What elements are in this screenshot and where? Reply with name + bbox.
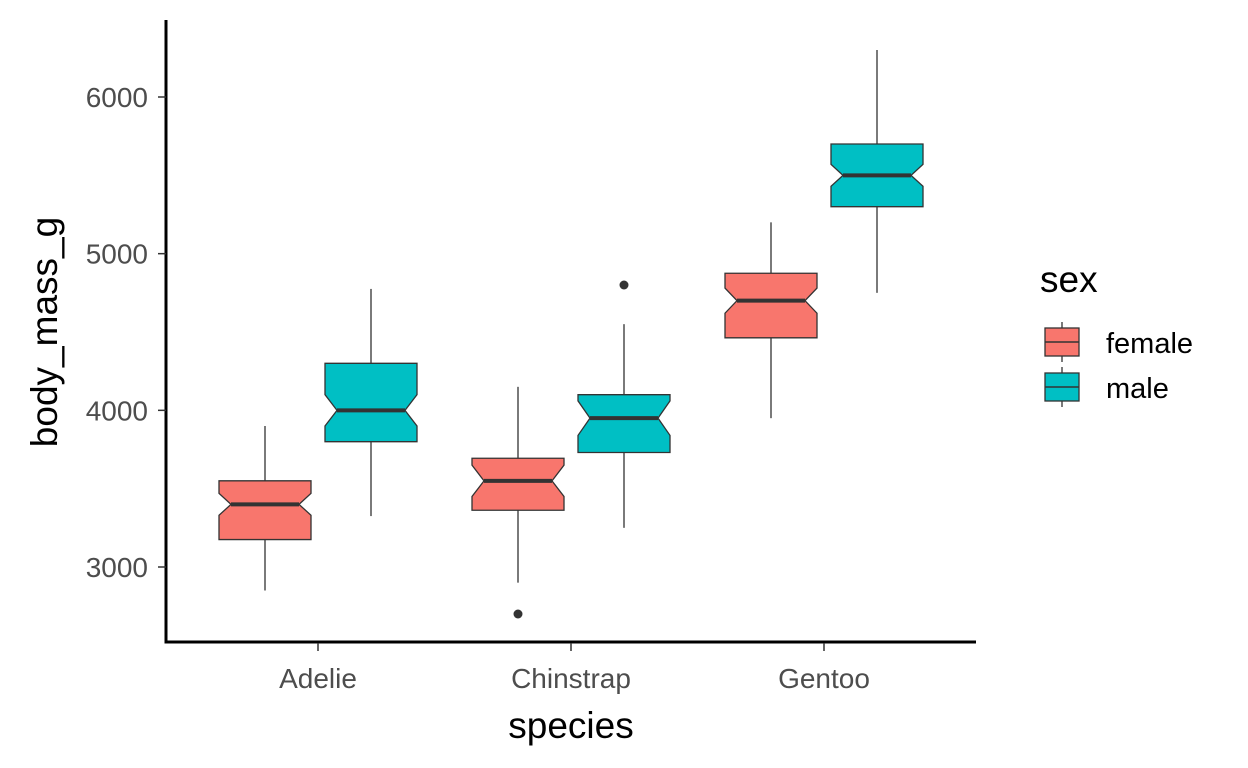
x-tick-label-adelie: Adelie [279, 663, 357, 694]
legend-item-female: female [1044, 322, 1193, 362]
outlier-chinstrap-female [513, 609, 523, 619]
box-gentoo-female [724, 272, 818, 339]
legend-label-female: female [1106, 328, 1193, 360]
axes: 3000 4000 5000 6000 Adelie Chinstrap Gentoo [86, 20, 976, 694]
y-tick-label-4000: 4000 [86, 395, 148, 426]
outlier-chinstrap-male [619, 280, 629, 290]
box-group-gentoo-male [830, 50, 924, 293]
legend-title: sex [1040, 259, 1098, 300]
y-tick-label-5000: 5000 [86, 239, 148, 270]
box-adelie-female [218, 480, 312, 541]
plot-area [218, 50, 924, 619]
box-adelie-male [324, 362, 418, 443]
y-tick-label-3000: 3000 [86, 552, 148, 583]
box-group-chinstrap-male [577, 280, 671, 528]
x-tick-label-gentoo: Gentoo [778, 663, 870, 694]
legend: sex female male [1040, 259, 1193, 407]
box-group-gentoo-female [724, 222, 818, 419]
box-chinstrap-male [577, 394, 671, 454]
box-group-adelie-male [324, 288, 418, 517]
x-tick-label-chinstrap: Chinstrap [511, 663, 631, 694]
box-chinstrap-female [471, 457, 565, 511]
x-axis-title: species [508, 705, 633, 746]
legend-label-male: male [1106, 373, 1169, 405]
box-group-adelie-female [218, 426, 312, 591]
legend-item-male: male [1044, 367, 1169, 407]
y-tick-label-6000: 6000 [86, 82, 148, 113]
y-axis-title: body_mass_g [24, 217, 65, 447]
box-group-chinstrap-female [471, 386, 565, 619]
